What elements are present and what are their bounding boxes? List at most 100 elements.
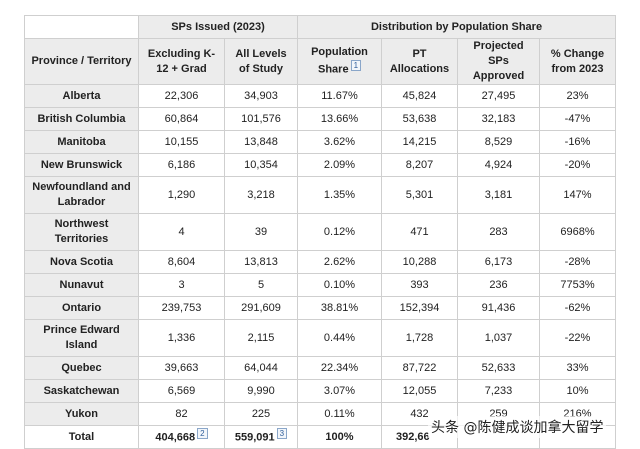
cell-all: 3,218	[224, 176, 298, 214]
cell-pt: 5,301	[381, 176, 458, 214]
cell-pop: 3.62%	[297, 130, 382, 154]
cell-province: Saskatchewan	[24, 379, 139, 403]
cell-pt: 152,394	[381, 296, 458, 320]
cell-change: -16%	[539, 130, 616, 154]
cell-pop: 38.81%	[297, 296, 382, 320]
sp-distribution-table: SPs Issued (2023) Distribution by Popula…	[24, 15, 616, 449]
header-blank	[24, 15, 139, 39]
table-row: Alberta 22,306 34,903 11.67% 45,824 27,495 23%	[24, 84, 616, 108]
cell-change: -47%	[539, 107, 616, 131]
cell-all: 225	[224, 402, 298, 426]
cell-excl: 60,864	[138, 107, 225, 131]
cell-excl: 3	[138, 273, 225, 297]
cell-province: Quebec	[24, 356, 139, 380]
cell-change: 6968%	[539, 213, 616, 251]
cell-all: 5	[224, 273, 298, 297]
cell-pop: 0.12%	[297, 213, 382, 251]
cell-proj: 236	[457, 273, 540, 297]
cell-province: Ontario	[24, 296, 139, 320]
cell-pt: 8,207	[381, 153, 458, 177]
header-excluding: Excluding K-12 + Grad	[138, 38, 225, 85]
cell-all: 10,354	[224, 153, 298, 177]
cell-excl: 6,186	[138, 153, 225, 177]
cell-proj: 1,037	[457, 319, 540, 357]
cell-province: Yukon	[24, 402, 139, 426]
cell-change: -20%	[539, 153, 616, 177]
cell-proj: 4,924	[457, 153, 540, 177]
cell-proj: 8,529	[457, 130, 540, 154]
table-row: Ontario 239,753 291,609 38.81% 152,394 91,436…	[24, 296, 616, 320]
cell-pt: 471	[381, 213, 458, 251]
cell-change: -62%	[539, 296, 616, 320]
cell-excl: 39,663	[138, 356, 225, 380]
cell-excl: 239,753	[138, 296, 225, 320]
cell-change: 147%	[539, 176, 616, 214]
cell-province: Nunavut	[24, 273, 139, 297]
footnote-link-3[interactable]: 3	[276, 428, 288, 440]
total-all-levels: 559,091 3	[224, 425, 298, 449]
total-population-share: 100%	[297, 425, 382, 449]
table-row: Nunavut 3 5 0.10% 393 236 7753%	[24, 273, 616, 297]
total-excluding-value: 404,668	[155, 431, 196, 444]
watermark: 头条 @陈健成谈加拿大留学	[428, 416, 607, 438]
header-population-share-label: Population Share	[311, 46, 368, 76]
header-pt-allocations: PT Allocations	[381, 38, 458, 85]
table-body: Alberta 22,306 34,903 11.67% 45,824 27,495 23%…	[24, 84, 616, 426]
cell-pop: 1.35%	[297, 176, 382, 214]
cell-pt: 87,722	[381, 356, 458, 380]
header-population-share: Population Share 1	[297, 38, 382, 85]
table-row: Manitoba 10,155 13,848 3.62% 14,215 8,529 -16%	[24, 130, 616, 154]
footnote-link-2[interactable]: 2	[197, 428, 208, 440]
header-sps-issued: SPs Issued (2023)	[138, 15, 298, 39]
cell-pop: 22.34%	[297, 356, 382, 380]
cell-province: Alberta	[24, 84, 139, 108]
cell-pt: 10,288	[381, 250, 458, 274]
cell-pop: 0.44%	[297, 319, 382, 357]
cell-province: Manitoba	[24, 130, 139, 154]
table-row: Prince Edward Island 1,336 2,115 0.44% 1,728…	[24, 319, 616, 357]
table-row: Newfoundland and Labrador 1,290 3,218 1.35%…	[24, 176, 616, 214]
cell-excl: 1,336	[138, 319, 225, 357]
cell-excl: 10,155	[138, 130, 225, 154]
cell-all: 13,813	[224, 250, 298, 274]
cell-pop: 13.66%	[297, 107, 382, 131]
cell-excl: 1,290	[138, 176, 225, 214]
header-change: % Change from 2023	[539, 38, 616, 85]
cell-proj: 91,436	[457, 296, 540, 320]
cell-pt: 14,215	[381, 130, 458, 154]
cell-province: Newfoundland and Labrador	[24, 176, 139, 214]
cell-change: 7753%	[539, 273, 616, 297]
cell-province: New Brunswick	[24, 153, 139, 177]
header-projected: Projected SPs Approved	[457, 38, 540, 85]
cell-pt: 12,055	[381, 379, 458, 403]
cell-proj: 7,233	[457, 379, 540, 403]
cell-proj: 32,183	[457, 107, 540, 131]
header-distribution: Distribution by Population Share	[297, 15, 616, 39]
cell-excl: 6,569	[138, 379, 225, 403]
cell-all: 9,990	[224, 379, 298, 403]
table-row: British Columbia 60,864 101,576 13.66% 53,63…	[24, 107, 616, 131]
cell-excl: 82	[138, 402, 225, 426]
cell-proj: 52,633	[457, 356, 540, 380]
cell-change: -22%	[539, 319, 616, 357]
total-label: Total	[24, 425, 139, 449]
header-province: Province / Territory	[24, 38, 139, 85]
cell-proj: 27,495	[457, 84, 540, 108]
table-row: Northwest Territories 4 39 0.12% 471 283 6968%	[24, 213, 616, 251]
cell-excl: 8,604	[138, 250, 225, 274]
total-excluding: 404,668 2	[138, 425, 225, 449]
header-all-levels: All Levels of Study	[224, 38, 298, 85]
cell-change: 33%	[539, 356, 616, 380]
cell-proj: 3,181	[457, 176, 540, 214]
cell-all: 291,609	[224, 296, 298, 320]
cell-pop: 3.07%	[297, 379, 382, 403]
table-row: Nova Scotia 8,604 13,813 2.62% 10,288 6,173 -2…	[24, 250, 616, 274]
footnote-link-1[interactable]: 1	[350, 60, 362, 72]
cell-excl: 4	[138, 213, 225, 251]
cell-all: 39	[224, 213, 298, 251]
cell-pop: 2.62%	[297, 250, 382, 274]
cell-change: -28%	[539, 250, 616, 274]
cell-pop: 0.10%	[297, 273, 382, 297]
cell-pt: 45,824	[381, 84, 458, 108]
cell-pop: 11.67%	[297, 84, 382, 108]
